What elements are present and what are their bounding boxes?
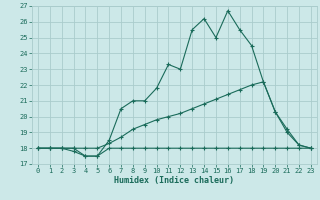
X-axis label: Humidex (Indice chaleur): Humidex (Indice chaleur)	[115, 176, 234, 185]
